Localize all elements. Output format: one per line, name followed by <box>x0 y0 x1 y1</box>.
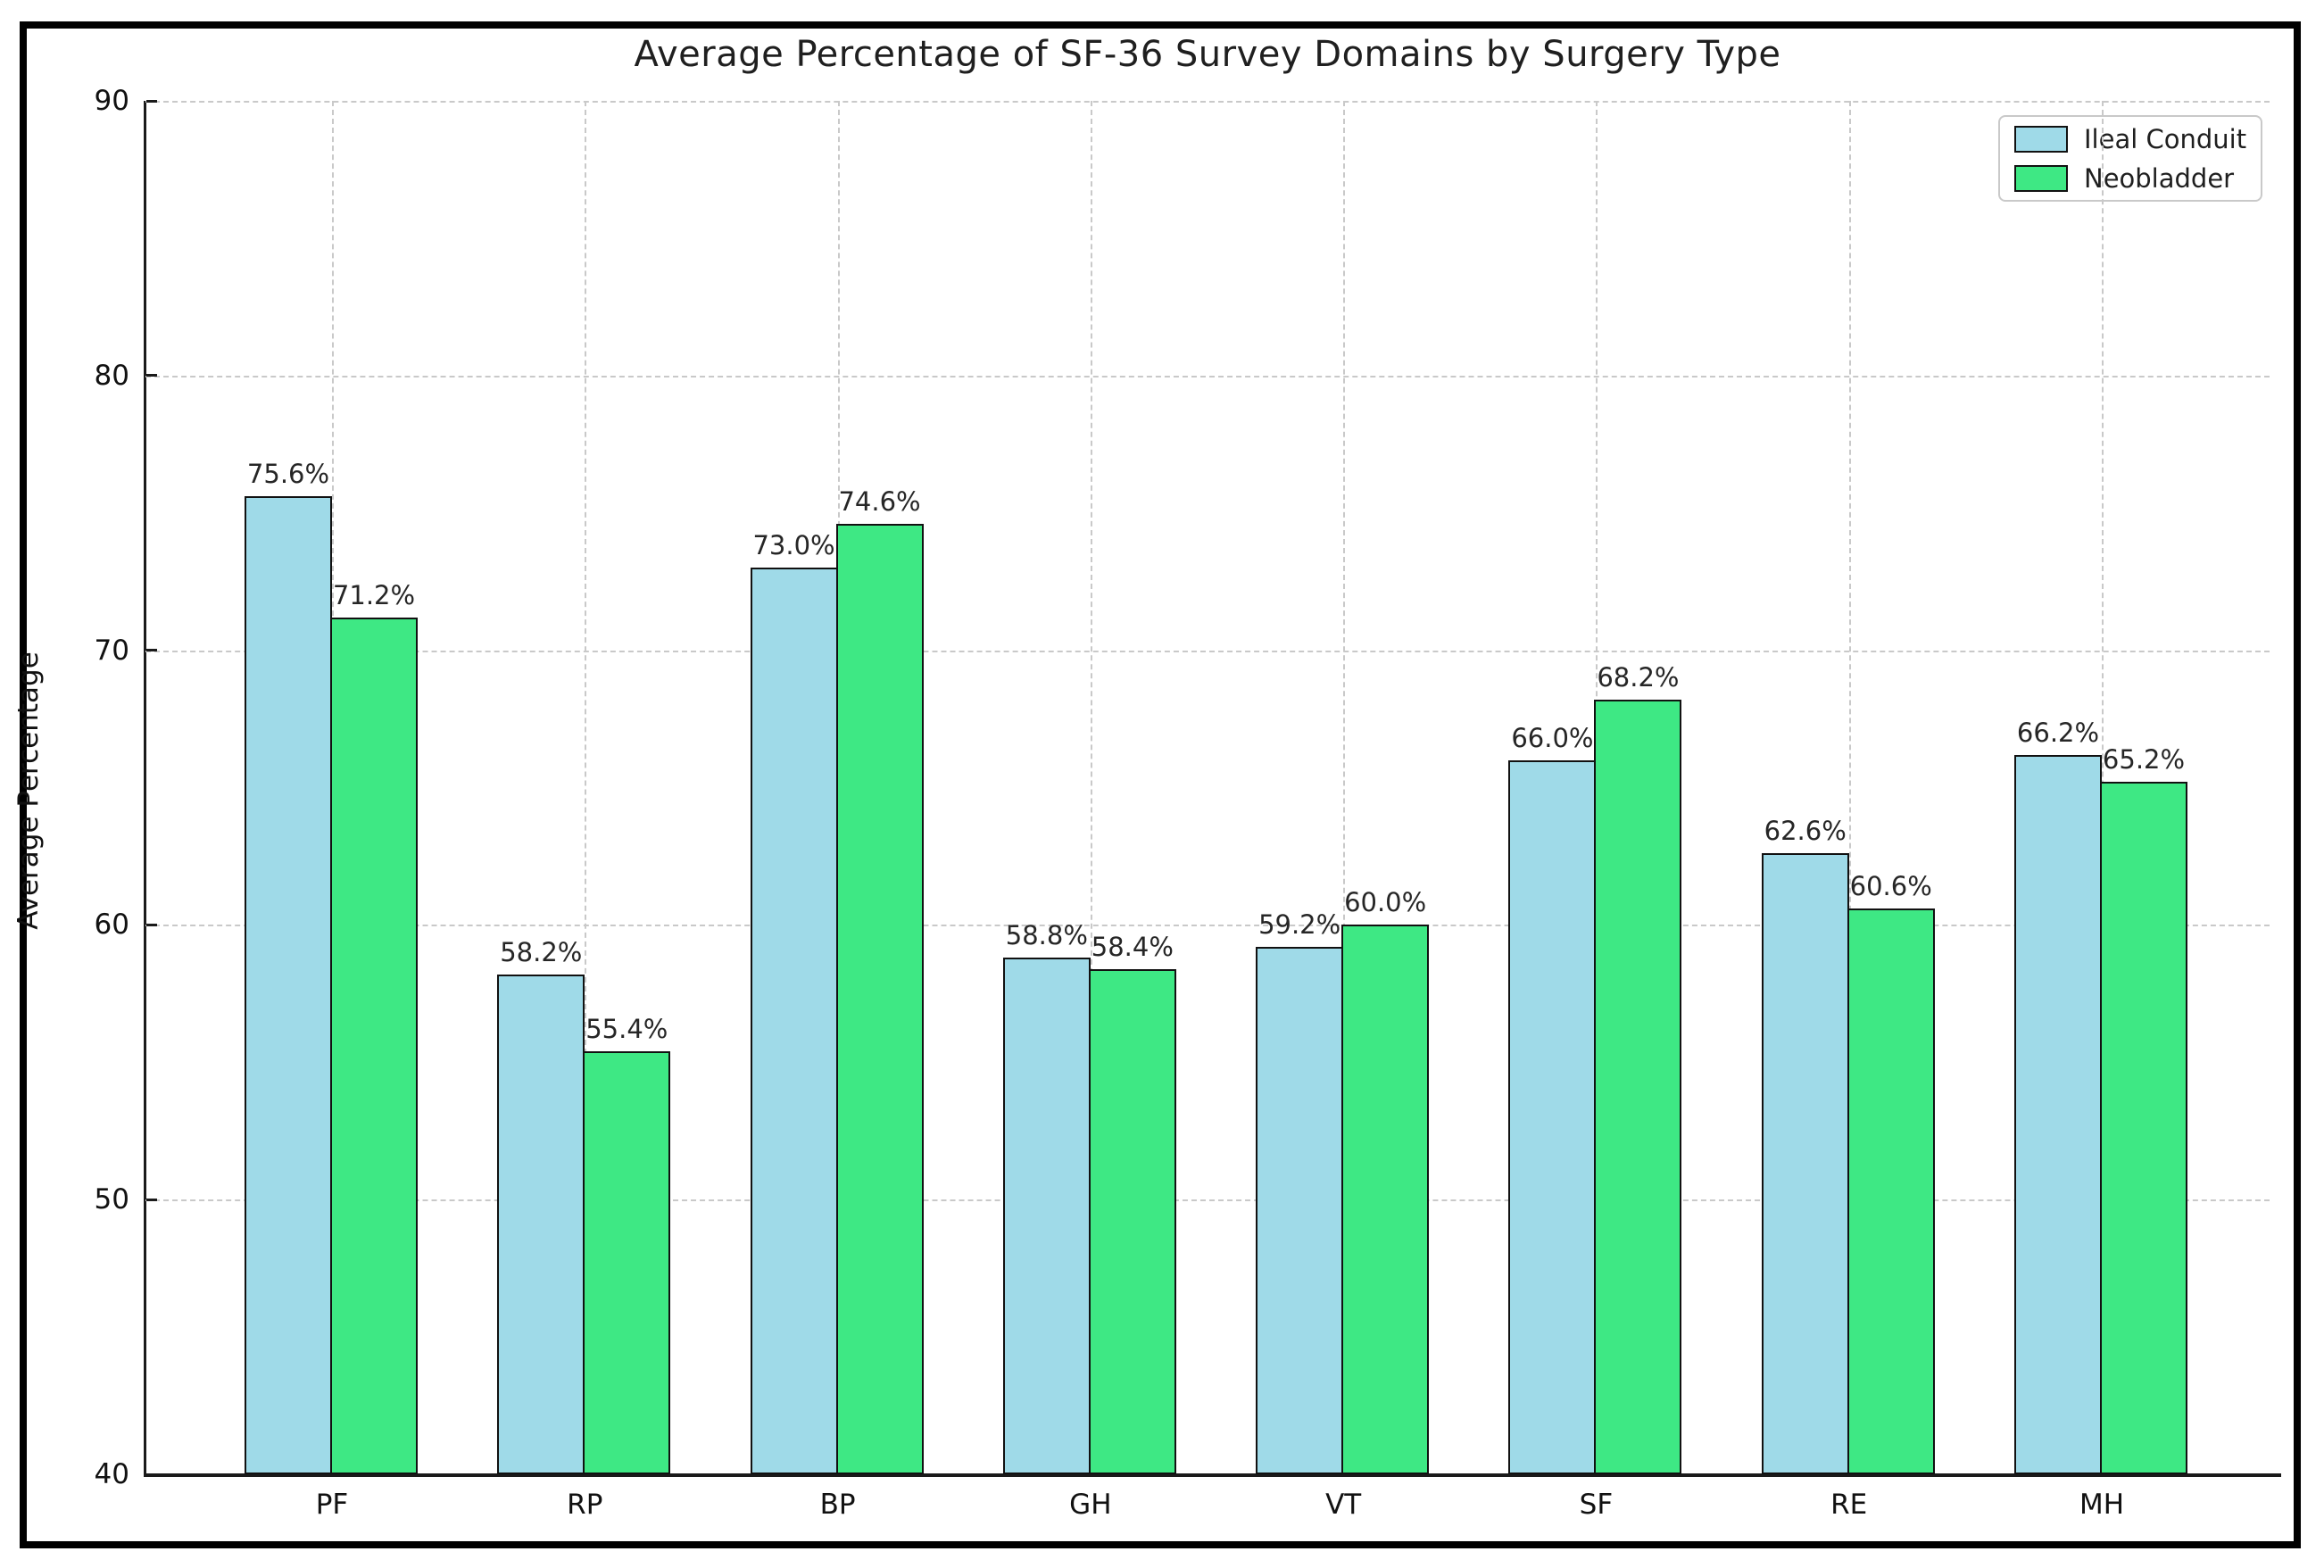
x-tick-label-RE: RE <box>1830 1489 1868 1521</box>
bar-neobladder-SF <box>1594 700 1682 1474</box>
y-axis-label: Average Percentage <box>12 651 45 930</box>
bar-neobladder-RE <box>1847 908 1935 1474</box>
bar-ileal-conduit-SF <box>1508 759 1597 1474</box>
h-gridline-60 <box>145 925 2270 927</box>
plot-area: Ileal Conduit Neobladder 40 50 60 70 80 90 PF R… <box>95 87 2281 1521</box>
bar-neobladder-PF <box>330 617 418 1474</box>
bar-value-label-ileal-conduit-VT: 59.2% <box>1258 909 1341 941</box>
bar-value-label-ileal-conduit-RP: 58.2% <box>500 936 583 967</box>
bar-ileal-conduit-VT <box>1256 947 1344 1474</box>
v-gridline-VT <box>1343 101 1346 1474</box>
bar-ileal-conduit-BP <box>750 568 838 1474</box>
x-tick-label-GH: GH <box>1069 1489 1112 1521</box>
h-gridline-80 <box>145 375 2270 377</box>
bar-ileal-conduit-RP <box>497 974 585 1474</box>
y-tick-mark-50 <box>146 1198 157 1201</box>
y-tick-label-50: 50 <box>94 1183 129 1216</box>
bar-ileal-conduit-MH <box>2014 754 2102 1474</box>
bar-value-label-neobladder-SF: 68.2% <box>1597 662 1680 693</box>
x-tick-label-PF: PF <box>315 1489 349 1521</box>
y-tick-label-80: 80 <box>94 359 129 392</box>
bar-value-label-ileal-conduit-PF: 75.6% <box>246 459 330 490</box>
bar-neobladder-BP <box>835 524 924 1474</box>
bar-value-label-neobladder-BP: 74.6% <box>838 486 921 517</box>
x-axis-spine <box>144 1473 2281 1477</box>
y-tick-label-60: 60 <box>94 908 129 942</box>
bar-value-label-neobladder-RE: 60.6% <box>1849 870 1932 901</box>
x-tick-label-BP: BP <box>819 1489 856 1521</box>
y-tick-mark-60 <box>146 923 157 926</box>
bar-neobladder-VT <box>1341 925 1430 1474</box>
legend-item-ileal-conduit: Ileal Conduit <box>2014 124 2246 154</box>
x-tick-label-VT: VT <box>1325 1489 1362 1521</box>
v-gridline-GH <box>1090 101 1092 1474</box>
bar-neobladder-GH <box>1088 968 1176 1474</box>
legend-swatch-neobladder <box>2014 164 2068 192</box>
bar-value-label-neobladder-GH: 58.4% <box>1091 931 1174 962</box>
h-gridline-70 <box>145 650 2270 652</box>
h-gridline-50 <box>145 1199 2270 1202</box>
bar-value-label-ileal-conduit-SF: 66.0% <box>1511 722 1594 753</box>
bar-value-label-neobladder-PF: 71.2% <box>332 579 416 610</box>
bar-value-label-ileal-conduit-BP: 73.0% <box>752 530 835 561</box>
legend-label-ileal-conduit: Ileal Conduit <box>2084 123 2247 154</box>
bar-neobladder-RP <box>583 1050 671 1474</box>
y-tick-mark-40 <box>146 1473 157 1476</box>
y-tick-label-90: 90 <box>94 85 129 117</box>
y-tick-mark-70 <box>146 649 157 652</box>
v-gridline-RE <box>1848 101 1851 1474</box>
bar-neobladder-MH <box>2100 782 2187 1474</box>
legend-label-neobladder: Neobladder <box>2084 162 2235 194</box>
legend-swatch-ileal-conduit <box>2014 125 2068 153</box>
bar-value-label-ileal-conduit-RE: 62.6% <box>1764 816 1847 847</box>
bar-value-label-ileal-conduit-GH: 58.8% <box>1005 920 1088 951</box>
bar-value-label-neobladder-VT: 60.0% <box>1344 887 1427 918</box>
x-tick-label-MH: MH <box>2079 1489 2125 1521</box>
x-tick-label-SF: SF <box>1579 1489 1614 1521</box>
y-tick-label-70: 70 <box>94 634 129 667</box>
legend: Ileal Conduit Neobladder <box>1998 115 2262 202</box>
legend-item-neobladder: Neobladder <box>2014 163 2246 194</box>
bar-value-label-neobladder-RP: 55.4% <box>585 1013 668 1044</box>
bar-ileal-conduit-GH <box>1002 958 1091 1474</box>
y-tick-mark-80 <box>146 374 157 377</box>
bar-ileal-conduit-PF <box>245 496 332 1474</box>
x-tick-label-RP: RP <box>567 1489 603 1521</box>
y-axis-spine <box>144 101 146 1474</box>
bar-value-label-ileal-conduit-MH: 66.2% <box>2016 717 2100 748</box>
bar-value-label-neobladder-MH: 65.2% <box>2102 744 2186 776</box>
y-tick-mark-90 <box>146 99 157 103</box>
chart-title: Average Percentage of SF-36 Survey Domai… <box>634 34 1781 75</box>
bar-ileal-conduit-RE <box>1761 853 1849 1474</box>
v-gridline-RP <box>585 101 587 1474</box>
h-gridline-90 <box>145 101 2270 103</box>
y-tick-label-40: 40 <box>94 1458 129 1490</box>
